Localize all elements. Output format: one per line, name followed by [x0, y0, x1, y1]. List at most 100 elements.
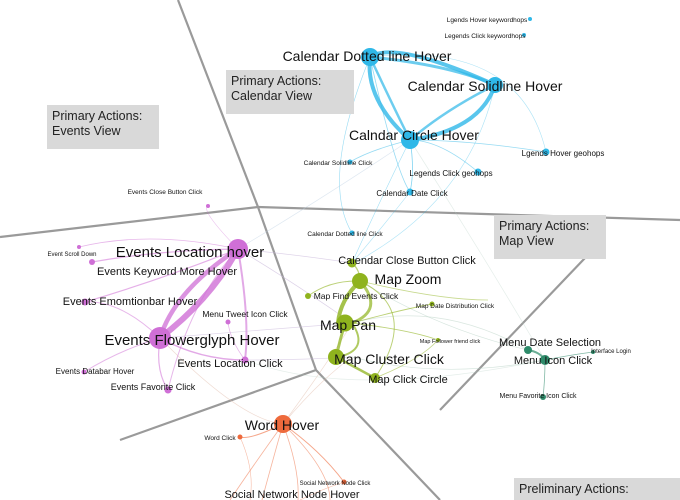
label-events-location-hover: Events Location hover	[116, 244, 264, 261]
edge	[239, 436, 252, 500]
node-calendar-dotted-line-hover[interactable]	[361, 48, 379, 66]
node-events-location-click[interactable]	[241, 356, 249, 364]
edge	[351, 303, 433, 324]
node-event-scroll-down[interactable]	[77, 245, 81, 249]
node-lgends-hover-geohops[interactable]	[542, 148, 550, 156]
node-word-click[interactable]	[237, 434, 243, 440]
calendar-nodes	[347, 17, 550, 236]
label-events-close-button-click: Events Close Button Click	[128, 189, 204, 196]
node-legends-click-keywordhops[interactable]	[522, 33, 526, 37]
region-label-preliminary: Preliminary Actions:	[514, 478, 680, 500]
node-lgends-hover-keywordhops[interactable]	[528, 17, 532, 21]
node-calendar-solidline-hover[interactable]	[487, 77, 503, 93]
edge	[84, 248, 239, 303]
edge	[369, 55, 496, 87]
node-map-follower-friend-click[interactable]	[436, 338, 440, 342]
edge	[91, 248, 239, 263]
label-map-click-circle: Map Click Circle	[368, 374, 447, 386]
edge	[159, 322, 353, 339]
node-calendar-date-click[interactable]	[406, 188, 414, 196]
edge	[78, 238, 239, 250]
region-preliminary-title: Preliminary Actions:	[519, 482, 629, 496]
edge	[351, 191, 411, 264]
node-calndar-circle-hover[interactable]	[401, 131, 419, 149]
label-lgends-hover-keywordhops: Lgends Hover keywordhops	[447, 17, 528, 24]
divider-line-top	[176, 0, 260, 208]
label-word-click: Word Click	[204, 435, 236, 442]
node-calendar-solidline-click[interactable]	[347, 159, 353, 165]
node-map-find-events-click[interactable]	[305, 293, 311, 299]
divider-line-diagonal	[439, 257, 586, 411]
node-map-click-circle[interactable]	[370, 373, 380, 383]
edge	[351, 139, 411, 264]
label-interface-login: Interface Login	[591, 349, 631, 355]
node-events-databar-hover[interactable]	[81, 369, 87, 375]
region-events-title: Primary Actions:	[52, 109, 143, 123]
edge	[351, 356, 546, 370]
label-calendar-dotted-line-click: Calendar Dotted line Click	[307, 231, 383, 238]
node-events-flowerglyph-hover[interactable]	[149, 327, 171, 349]
edge	[409, 139, 546, 361]
label-calendar-solidline-click: Calendar Solidline Click	[304, 160, 373, 167]
edge	[167, 248, 239, 391]
node-menu-icon-click[interactable]	[540, 355, 550, 365]
edge	[374, 339, 439, 379]
node-menu-date-selection[interactable]	[524, 346, 532, 354]
node-menu-favorite-icon-click[interactable]	[540, 394, 546, 400]
node-word-hover[interactable]	[274, 415, 292, 433]
node-menu-tweet-icon-click[interactable]	[225, 319, 231, 325]
edge	[299, 481, 345, 500]
node-events-close-button-click[interactable]	[206, 204, 210, 208]
region-label-events-view: Primary Actions: Events View	[47, 105, 159, 149]
node-social-network-node-click[interactable]	[341, 479, 347, 485]
menu-nodes	[524, 346, 595, 400]
node-calendar-dotted-line-click[interactable]	[349, 230, 355, 236]
label-menu-date-selection: Menu Date Selection	[499, 337, 601, 349]
divider-line-lower-right	[315, 369, 441, 500]
edge	[369, 54, 547, 153]
edge	[359, 280, 529, 351]
region-map-subtitle: Map View	[499, 234, 554, 248]
edge	[237, 248, 353, 264]
edge	[369, 56, 411, 193]
edge	[237, 139, 411, 250]
label-events-favorite-click: Events Favorite Click	[111, 382, 196, 392]
node-map-zoom[interactable]	[352, 273, 368, 289]
node-events-keyword-more-hover[interactable]	[89, 259, 95, 265]
label-menu-icon-click: Menu Icon Click	[514, 355, 593, 367]
label-map-find-events-click: Map Find Events Click	[314, 291, 399, 301]
label-map-cluster-click: Map Cluster Click	[334, 351, 445, 367]
node-interface-login[interactable]	[591, 350, 595, 354]
edge	[359, 280, 395, 379]
label-events-flowerglyph-hover: Events Flowerglyph Hover	[104, 332, 279, 349]
node-events-favorite-click[interactable]	[164, 386, 172, 394]
label-map-pan: Map Pan	[320, 317, 376, 333]
node-map-cluster-click[interactable]	[328, 349, 344, 365]
edge	[339, 56, 371, 234]
edge	[282, 322, 353, 425]
edge	[351, 315, 529, 351]
label-calendar-date-click: Calendar Date Click	[376, 189, 448, 198]
label-calndar-circle-hover: Calndar Circle Hover	[349, 127, 479, 143]
label-menu-tweet-icon-click: Menu Tweet Icon Click	[202, 309, 288, 319]
node-calendar-close-button-click[interactable]	[347, 258, 357, 268]
divider-line-center	[256, 206, 318, 371]
node-map-pan[interactable]	[336, 314, 354, 332]
region-label-calendar-view: Primary Actions: Calendar View	[226, 70, 354, 114]
map-nodes	[305, 258, 440, 383]
label-legends-click-keywordhops: Legends Click keywordhops	[445, 33, 527, 40]
node-events-emomtionbar-hover[interactable]	[81, 298, 89, 306]
label-word-hover: Word Hover	[245, 417, 320, 433]
node-events-location-hover[interactable]	[228, 239, 248, 259]
label-event-scroll-down: Event Scroll Down	[47, 252, 96, 258]
region-calendar-subtitle: Calendar View	[231, 89, 313, 103]
edge	[157, 247, 240, 339]
region-calendar-title: Primary Actions:	[231, 74, 322, 88]
node-map-date-distribution-click[interactable]	[429, 301, 435, 307]
edge	[237, 248, 248, 361]
node-legends-click-geohops[interactable]	[474, 168, 482, 176]
edge	[158, 247, 241, 341]
